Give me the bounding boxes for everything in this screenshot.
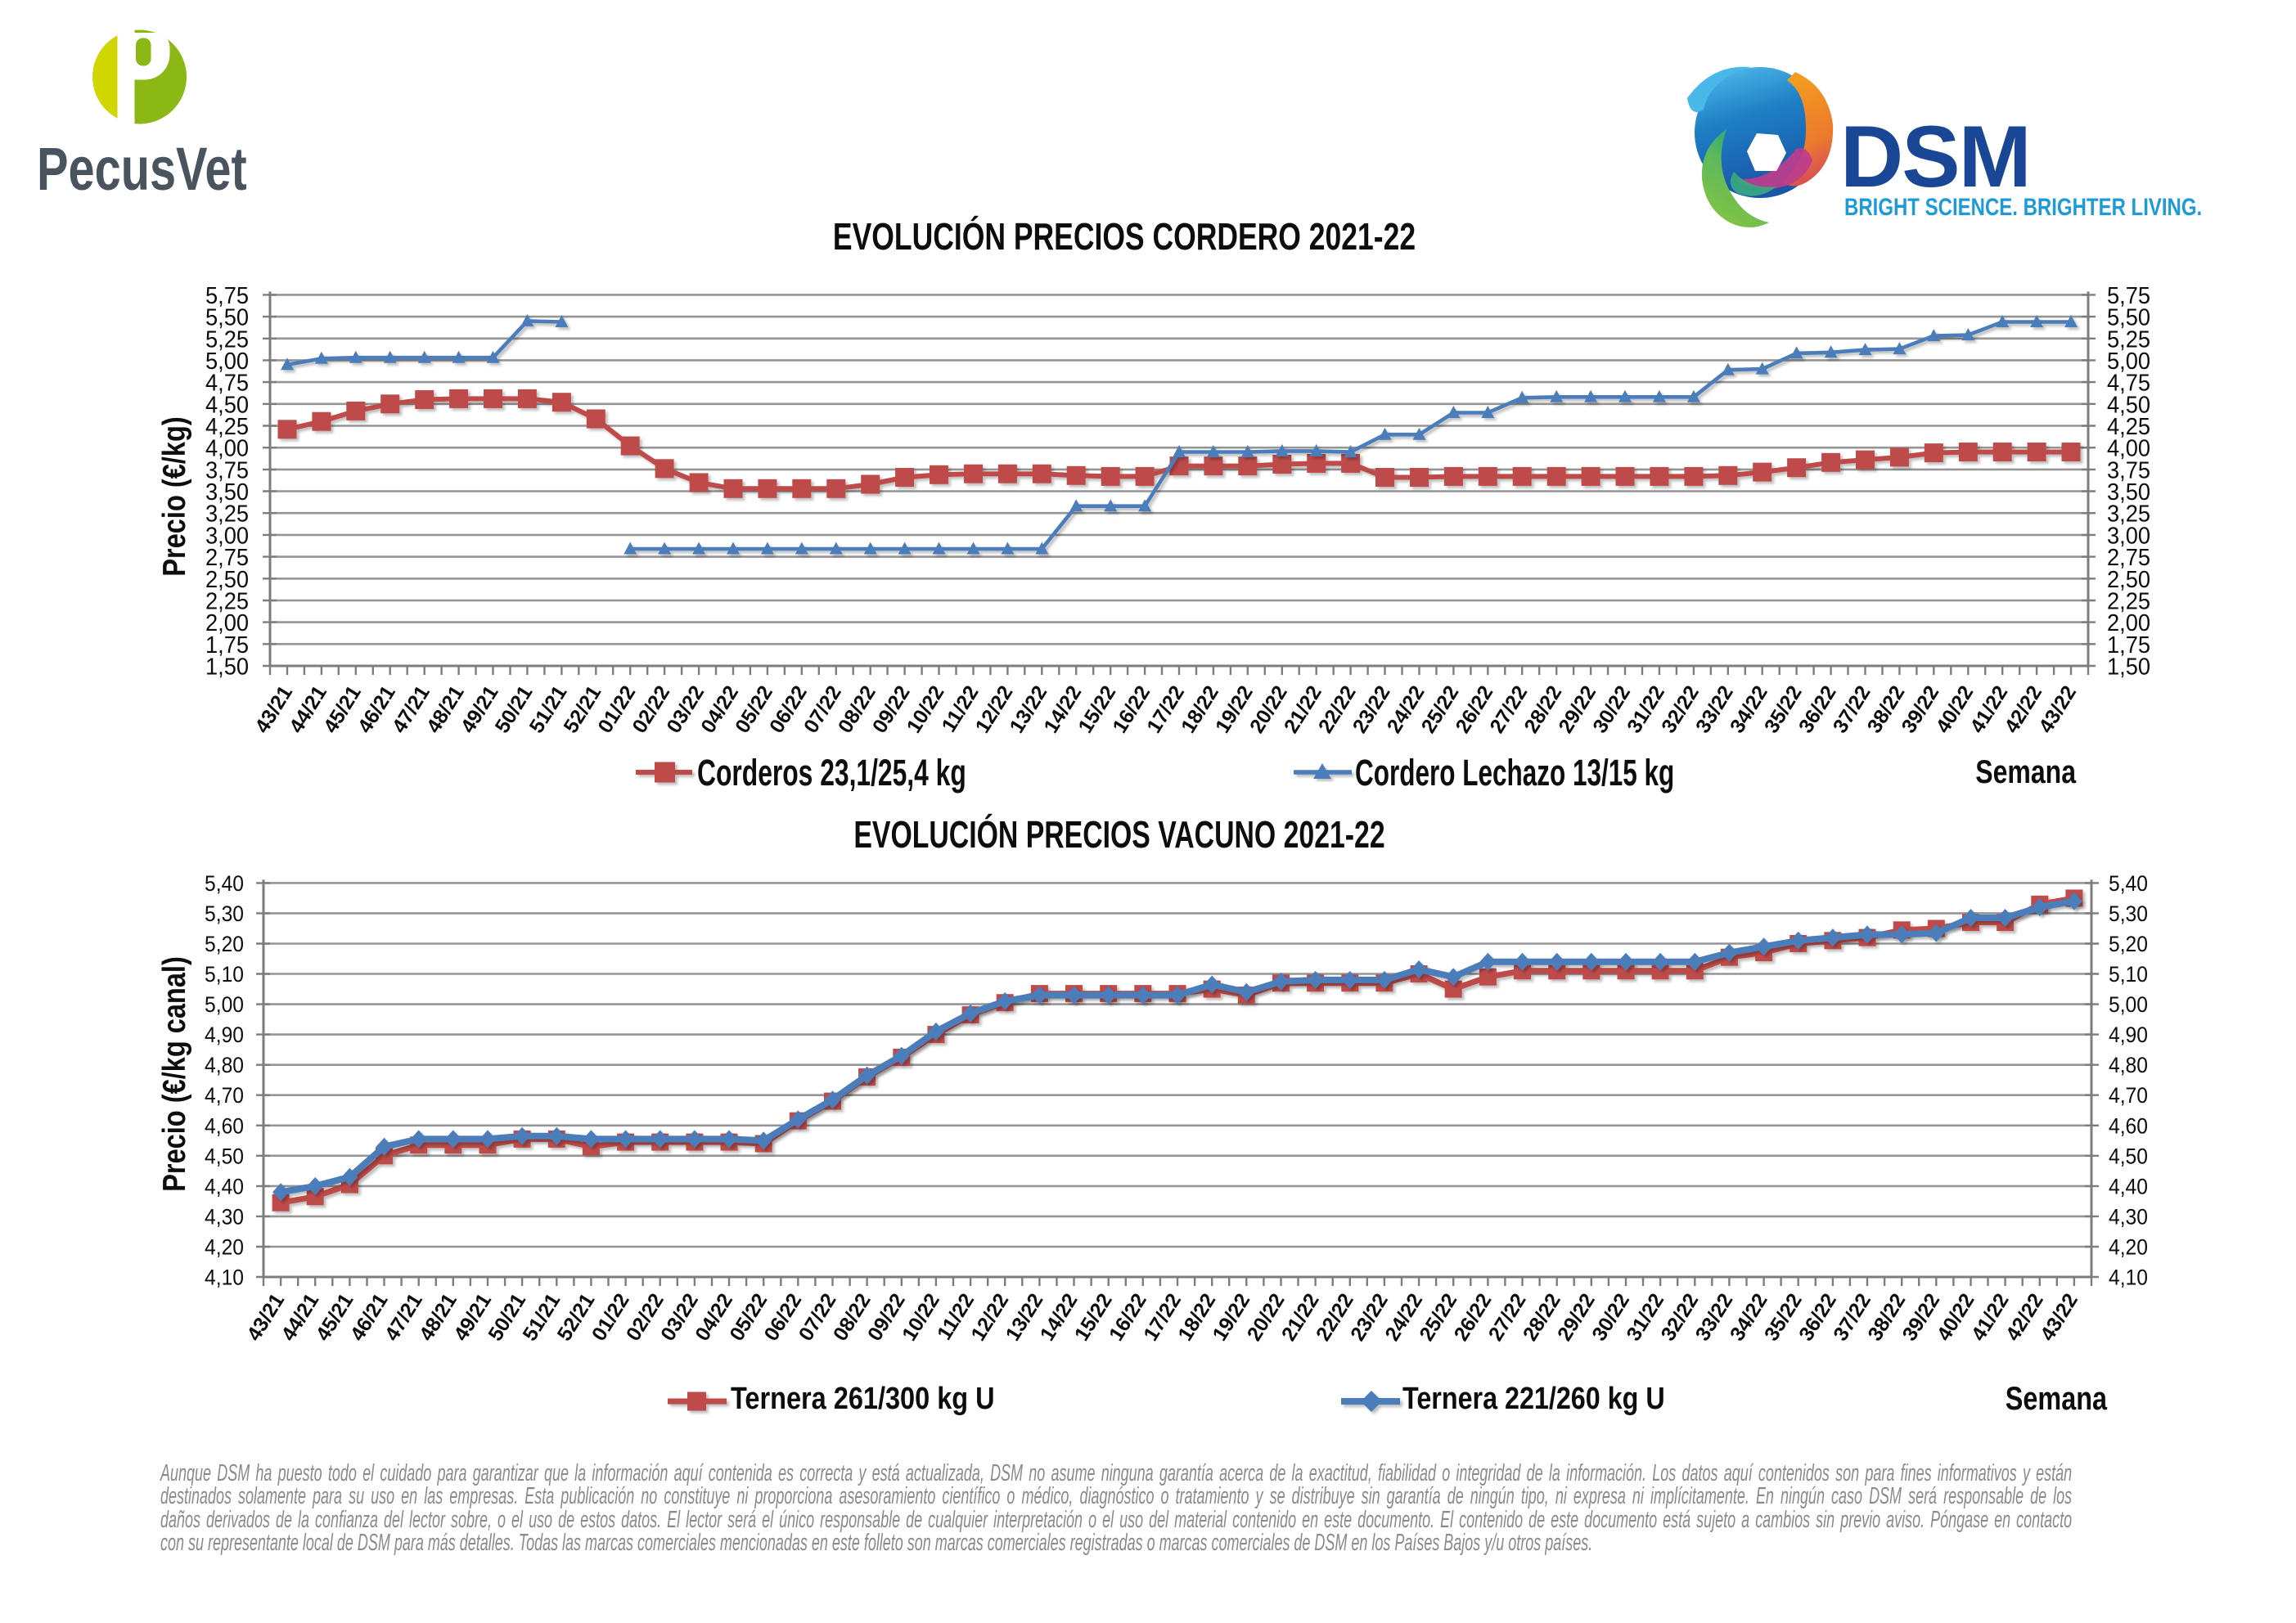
svg-text:4,75: 4,75 [2107, 370, 2150, 396]
svg-text:4,00: 4,00 [2107, 435, 2150, 461]
svg-text:2,25: 2,25 [2107, 588, 2150, 614]
svg-text:2,00: 2,00 [205, 609, 249, 636]
svg-text:5,10: 5,10 [205, 963, 244, 987]
svg-text:4,10: 4,10 [205, 1266, 244, 1290]
svg-text:1,50: 1,50 [205, 654, 249, 680]
svg-text:PecusVet: PecusVet [37, 136, 247, 204]
svg-text:1,75: 1,75 [205, 632, 249, 658]
svg-text:4,90: 4,90 [205, 1023, 244, 1047]
svg-text:4,25: 4,25 [2107, 413, 2150, 439]
svg-text:2,00: 2,00 [2107, 609, 2150, 636]
svg-text:Cordero Lechazo 13/15 kg: Cordero Lechazo 13/15 kg [1355, 753, 1674, 794]
svg-text:43/22: 43/22 [2036, 1289, 2082, 1345]
svg-text:3,50: 3,50 [2107, 479, 2150, 505]
svg-text:5,00: 5,00 [205, 993, 244, 1017]
svg-text:4,30: 4,30 [205, 1206, 244, 1230]
svg-text:10/22: 10/22 [903, 681, 949, 737]
svg-text:2,25: 2,25 [205, 588, 249, 614]
svg-text:5,30: 5,30 [2109, 902, 2148, 926]
svg-text:5,25: 5,25 [2107, 326, 2150, 353]
svg-text:Precio (€/kg): Precio (€/kg) [155, 416, 192, 576]
svg-text:BRIGHT SCIENCE. BRIGHTER LIVIN: BRIGHT SCIENCE. BRIGHTER LIVING. [1844, 192, 2202, 220]
svg-text:5,40: 5,40 [205, 872, 244, 896]
svg-text:5,75: 5,75 [205, 282, 249, 308]
svg-text:5,00: 5,00 [2107, 348, 2150, 374]
svg-text:2,50: 2,50 [205, 566, 249, 592]
svg-text:4,50: 4,50 [205, 392, 249, 418]
svg-text:3,50: 3,50 [205, 479, 249, 505]
svg-text:5,00: 5,00 [2109, 993, 2148, 1017]
svg-text:5,00: 5,00 [205, 348, 249, 374]
svg-text:3,75: 3,75 [205, 457, 249, 483]
svg-text:3,00: 3,00 [2107, 523, 2150, 549]
svg-text:Semana: Semana [1975, 753, 2076, 790]
svg-text:5,25: 5,25 [205, 326, 249, 353]
svg-text:5,20: 5,20 [205, 933, 244, 956]
svg-text:5,10: 5,10 [2109, 963, 2148, 987]
svg-text:4,25: 4,25 [205, 413, 249, 439]
svg-text:4,60: 4,60 [205, 1115, 244, 1139]
svg-text:3,75: 3,75 [2107, 457, 2150, 483]
svg-text:Precio (€/kg canal): Precio (€/kg canal) [155, 956, 192, 1192]
svg-text:4,20: 4,20 [2109, 1236, 2148, 1260]
svg-text:5,50: 5,50 [205, 304, 249, 330]
svg-text:5,75: 5,75 [2107, 282, 2150, 308]
svg-text:5,50: 5,50 [2107, 304, 2150, 330]
svg-text:4,40: 4,40 [205, 1176, 244, 1199]
svg-text:5,40: 5,40 [2109, 872, 2148, 896]
svg-text:EVOLUCIÓN PRECIOS VACUNO 2021-: EVOLUCIÓN PRECIOS VACUNO 2021-22 [853, 813, 1384, 856]
svg-text:1,75: 1,75 [2107, 632, 2150, 658]
svg-text:Ternera 221/260 kg U: Ternera 221/260 kg U [1402, 1382, 1665, 1416]
svg-text:10/22: 10/22 [898, 1289, 944, 1345]
svg-text:4,20: 4,20 [205, 1236, 244, 1260]
svg-text:5,30: 5,30 [205, 902, 244, 926]
svg-text:4,70: 4,70 [205, 1084, 244, 1108]
svg-text:4,75: 4,75 [205, 370, 249, 396]
svg-text:43/22: 43/22 [2034, 681, 2081, 737]
svg-text:4,30: 4,30 [2109, 1206, 2148, 1230]
svg-text:4,50: 4,50 [205, 1145, 244, 1169]
svg-text:4,00: 4,00 [205, 435, 249, 461]
svg-text:Ternera 261/300 kg U: Ternera 261/300 kg U [731, 1382, 995, 1416]
svg-text:4,70: 4,70 [2109, 1084, 2148, 1108]
svg-text:2,75: 2,75 [205, 544, 249, 570]
svg-text:4,80: 4,80 [205, 1054, 244, 1077]
svg-text:2,50: 2,50 [2107, 566, 2150, 592]
svg-text:2,75: 2,75 [2107, 544, 2150, 570]
svg-text:3,25: 3,25 [2107, 501, 2150, 527]
svg-text:Corderos 23,1/25,4 kg: Corderos 23,1/25,4 kg [697, 753, 966, 794]
svg-text:EVOLUCIÓN PRECIOS CORDERO 2021: EVOLUCIÓN PRECIOS CORDERO 2021-22 [833, 216, 1416, 258]
svg-text:4,40: 4,40 [2109, 1176, 2148, 1199]
svg-text:4,80: 4,80 [2109, 1054, 2148, 1077]
svg-text:4,50: 4,50 [2109, 1145, 2148, 1169]
svg-text:DSM: DSM [1840, 107, 2030, 205]
svg-text:4,10: 4,10 [2109, 1266, 2148, 1290]
svg-text:1,50: 1,50 [2107, 654, 2150, 680]
svg-text:Semana: Semana [2006, 1380, 2108, 1417]
svg-text:4,50: 4,50 [2107, 392, 2150, 418]
svg-text:4,60: 4,60 [2109, 1115, 2148, 1139]
svg-text:5,20: 5,20 [2109, 933, 2148, 956]
svg-text:4,90: 4,90 [2109, 1023, 2148, 1047]
svg-text:3,25: 3,25 [205, 501, 249, 527]
svg-text:3,00: 3,00 [205, 523, 249, 549]
